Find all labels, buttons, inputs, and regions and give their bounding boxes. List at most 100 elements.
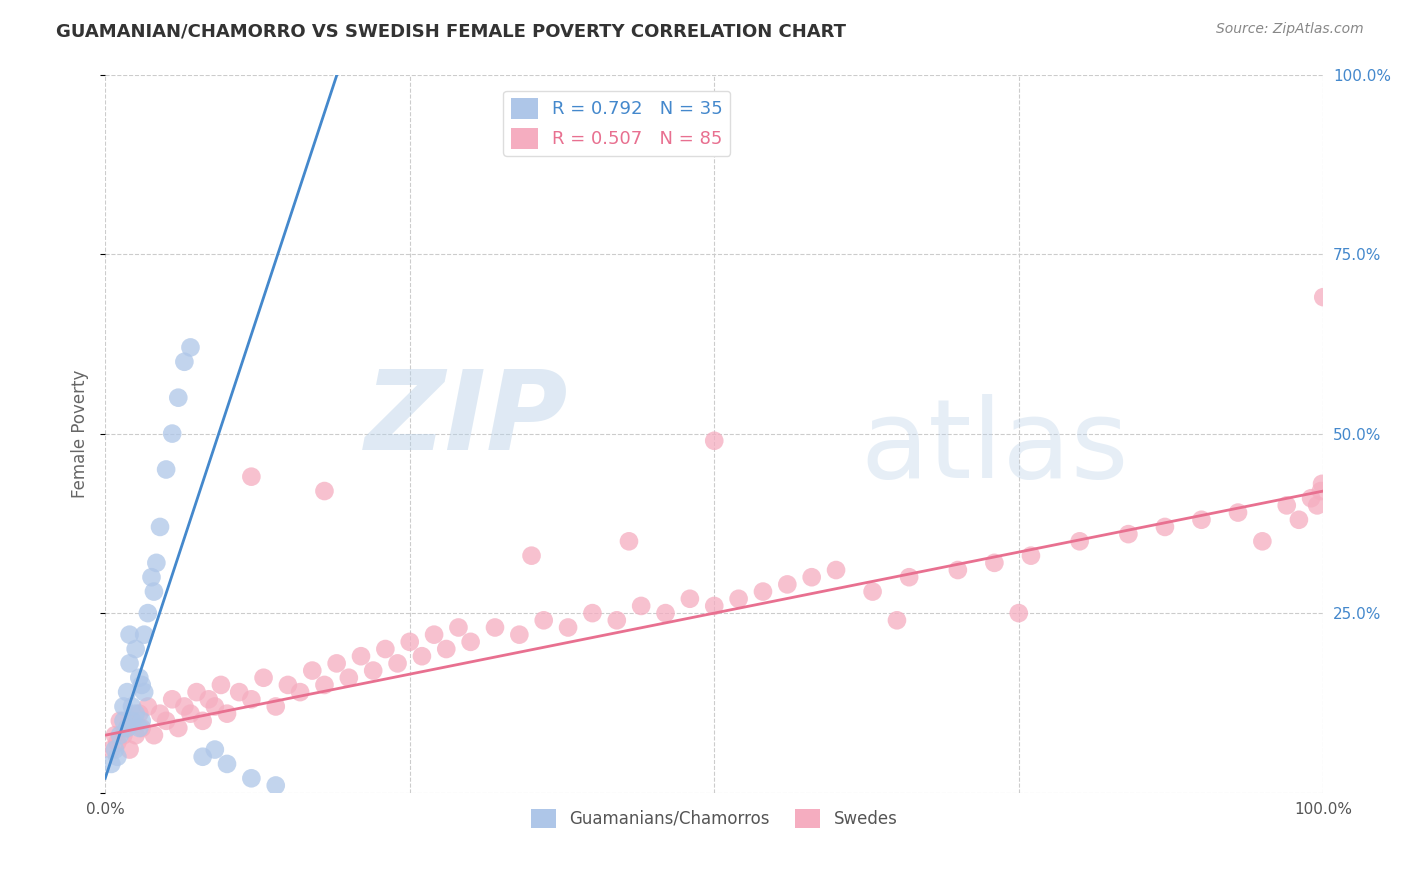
Point bbox=[128, 706, 150, 721]
Point bbox=[1306, 499, 1329, 513]
Point bbox=[160, 692, 183, 706]
Point bbox=[361, 664, 384, 678]
Point bbox=[142, 584, 165, 599]
Point bbox=[131, 678, 153, 692]
Point bbox=[703, 599, 725, 613]
Point bbox=[112, 699, 135, 714]
Point bbox=[520, 549, 543, 563]
Point bbox=[617, 534, 640, 549]
Point bbox=[179, 340, 201, 354]
Point bbox=[1309, 483, 1331, 498]
Point bbox=[776, 577, 799, 591]
Point bbox=[374, 642, 396, 657]
Point bbox=[398, 635, 420, 649]
Point bbox=[121, 714, 143, 728]
Point bbox=[173, 355, 195, 369]
Y-axis label: Female Poverty: Female Poverty bbox=[72, 369, 89, 498]
Text: GUAMANIAN/CHAMORRO VS SWEDISH FEMALE POVERTY CORRELATION CHART: GUAMANIAN/CHAMORRO VS SWEDISH FEMALE POV… bbox=[56, 22, 846, 40]
Point bbox=[508, 628, 530, 642]
Point bbox=[173, 699, 195, 714]
Point bbox=[1019, 549, 1042, 563]
Point bbox=[1118, 527, 1140, 541]
Point bbox=[264, 779, 287, 793]
Point bbox=[204, 699, 226, 714]
Point bbox=[1251, 534, 1274, 549]
Point bbox=[606, 613, 628, 627]
Point bbox=[134, 685, 156, 699]
Point bbox=[228, 685, 250, 699]
Point bbox=[886, 613, 908, 627]
Point bbox=[112, 728, 135, 742]
Point bbox=[301, 664, 323, 678]
Point bbox=[825, 563, 848, 577]
Point bbox=[118, 628, 141, 642]
Point bbox=[1154, 520, 1177, 534]
Point bbox=[136, 699, 159, 714]
Point bbox=[134, 628, 156, 642]
Point bbox=[100, 742, 122, 756]
Point bbox=[124, 728, 146, 742]
Point bbox=[128, 671, 150, 685]
Point bbox=[557, 620, 579, 634]
Point bbox=[191, 714, 214, 728]
Point bbox=[118, 742, 141, 756]
Point bbox=[121, 699, 143, 714]
Point bbox=[141, 570, 163, 584]
Point bbox=[115, 685, 138, 699]
Point bbox=[155, 462, 177, 476]
Point bbox=[434, 642, 457, 657]
Point bbox=[1301, 491, 1323, 506]
Point bbox=[411, 649, 433, 664]
Point bbox=[240, 772, 263, 786]
Point bbox=[350, 649, 373, 664]
Point bbox=[112, 714, 135, 728]
Point bbox=[727, 591, 749, 606]
Point bbox=[581, 606, 603, 620]
Point bbox=[149, 520, 172, 534]
Point bbox=[533, 613, 555, 627]
Point bbox=[1275, 499, 1298, 513]
Text: atlas: atlas bbox=[860, 394, 1129, 501]
Point bbox=[337, 671, 360, 685]
Point bbox=[104, 728, 127, 742]
Point bbox=[149, 706, 172, 721]
Point bbox=[155, 714, 177, 728]
Point bbox=[679, 591, 702, 606]
Point bbox=[115, 721, 138, 735]
Point bbox=[252, 671, 274, 685]
Point bbox=[325, 657, 347, 671]
Point bbox=[288, 685, 311, 699]
Point bbox=[983, 556, 1005, 570]
Point bbox=[209, 678, 232, 692]
Point bbox=[460, 635, 482, 649]
Point bbox=[115, 721, 138, 735]
Text: ZIP: ZIP bbox=[364, 366, 568, 473]
Point bbox=[131, 714, 153, 728]
Point bbox=[160, 426, 183, 441]
Point bbox=[314, 483, 336, 498]
Point bbox=[654, 606, 676, 620]
Point bbox=[121, 714, 143, 728]
Point bbox=[703, 434, 725, 448]
Point bbox=[1227, 506, 1250, 520]
Point bbox=[387, 657, 409, 671]
Point bbox=[1288, 513, 1310, 527]
Point bbox=[423, 628, 446, 642]
Point bbox=[240, 469, 263, 483]
Point bbox=[240, 692, 263, 706]
Point bbox=[800, 570, 823, 584]
Point bbox=[1008, 606, 1031, 620]
Point bbox=[186, 685, 208, 699]
Point bbox=[946, 563, 969, 577]
Point bbox=[142, 728, 165, 742]
Point bbox=[104, 742, 127, 756]
Point bbox=[118, 657, 141, 671]
Point bbox=[277, 678, 299, 692]
Point bbox=[167, 721, 190, 735]
Point bbox=[264, 699, 287, 714]
Point bbox=[314, 678, 336, 692]
Point bbox=[215, 706, 238, 721]
Text: Source: ZipAtlas.com: Source: ZipAtlas.com bbox=[1216, 22, 1364, 37]
Point bbox=[215, 756, 238, 771]
Point bbox=[136, 606, 159, 620]
